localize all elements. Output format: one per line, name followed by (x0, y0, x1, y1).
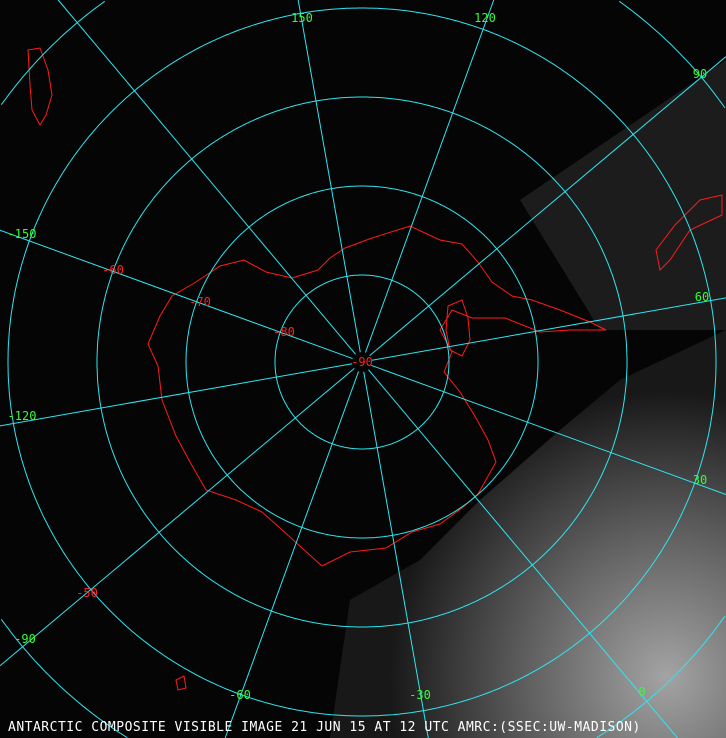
meridian-line (364, 0, 495, 353)
longitude-label: 0 (638, 685, 645, 699)
meridian-line (297, 0, 361, 353)
meridian-line (224, 371, 360, 738)
longitude-label: -90 (14, 632, 36, 646)
longitude-label: -150 (8, 227, 37, 241)
latitude-label: -90 (351, 355, 373, 369)
latitude-circle (274, 274, 450, 450)
latitude-label: -60 (102, 263, 124, 277)
meridian-line (363, 371, 429, 738)
image-caption: ANTARCTIC COMPOSITE VISIBLE IMAGE 21 JUN… (8, 720, 641, 735)
landmass-outline (147, 225, 607, 567)
meridian-line (371, 364, 726, 495)
meridian-line (57, 0, 356, 355)
meridian-line (0, 229, 353, 360)
meridian-line (0, 368, 355, 667)
latitude-circle (96, 96, 628, 628)
longitude-label: 60 (695, 290, 709, 304)
longitude-label: 90 (693, 67, 707, 81)
landmass-outline (27, 47, 53, 127)
latitude-circle (619, 0, 726, 109)
latitude-label: -70 (189, 295, 211, 309)
meridian-line (368, 369, 678, 738)
landmass-outline (655, 194, 723, 272)
latitude-circle (7, 7, 717, 717)
landmass-outline (445, 299, 471, 357)
landmass-outline (175, 675, 187, 691)
meridian-line (0, 363, 353, 427)
longitude-label: -120 (8, 409, 37, 423)
latitude-circle (185, 185, 539, 539)
graticule-labels: 150 120 90 60 30 0 -30 -60 -90 -120 -150 -90 -80 -70 -… (8, 11, 710, 702)
latitude-circle (0, 619, 128, 738)
daylight-region (520, 60, 726, 330)
longitude-label: -60 (229, 688, 251, 702)
longitude-label: -30 (409, 688, 431, 702)
latitude-circle (596, 615, 726, 738)
longitude-label: 120 (474, 11, 496, 25)
meridian-line (371, 297, 726, 361)
latitude-label: -50 (76, 586, 98, 600)
longitude-label: 30 (693, 473, 707, 487)
latitude-label: -80 (273, 325, 295, 339)
cloud-imagery (330, 330, 726, 738)
meridian-line (369, 56, 726, 356)
longitude-label: 150 (291, 11, 313, 25)
latitude-circle (0, 0, 105, 105)
